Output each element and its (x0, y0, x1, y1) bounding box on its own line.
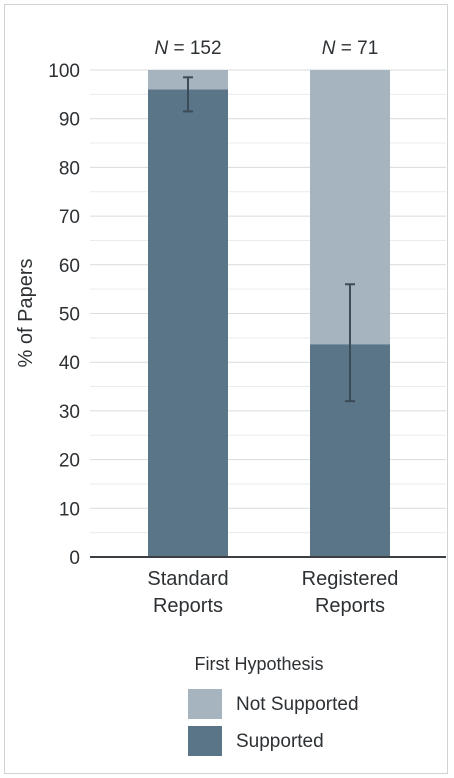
error-bars (183, 76, 355, 403)
y-tick-label: 80 (59, 158, 80, 179)
y-tick-label: 50 (59, 305, 80, 326)
y-tick-label: 10 (59, 499, 80, 520)
y-tick-label: 60 (59, 256, 80, 277)
x-category-label: Reports (153, 595, 223, 617)
x-category-label: Reports (315, 595, 385, 617)
legend-swatch (188, 689, 222, 719)
bar-supported (148, 89, 228, 557)
legend-label: Not Supported (236, 694, 359, 715)
legend: First Hypothesis Not Supported Supported (188, 654, 359, 756)
legend-label: Supported (236, 731, 324, 752)
n-labels: N = 152 N = 71 (154, 38, 378, 59)
x-category-label: Standard (147, 568, 228, 590)
y-tick-label: 40 (59, 353, 80, 374)
y-tick-label: 90 (59, 110, 80, 131)
x-category-labels: Standard Reports Registered Reports (147, 568, 398, 617)
y-tick-label: 30 (59, 402, 80, 423)
x-category-label: Registered (302, 568, 399, 590)
y-tick-label: 70 (59, 207, 80, 228)
y-tick-labels: 0 10 20 30 40 50 60 70 80 90 100 (48, 61, 80, 569)
n-label: N = 71 (322, 38, 379, 59)
y-tick-label: 100 (48, 61, 80, 82)
legend-title: First Hypothesis (194, 654, 323, 674)
y-axis-label: % of Papers (15, 259, 37, 368)
legend-swatch (188, 726, 222, 756)
gridlines (90, 69, 446, 534)
y-tick-label: 0 (69, 548, 80, 569)
n-label: N = 152 (154, 38, 221, 59)
y-tick-label: 20 (59, 451, 80, 472)
